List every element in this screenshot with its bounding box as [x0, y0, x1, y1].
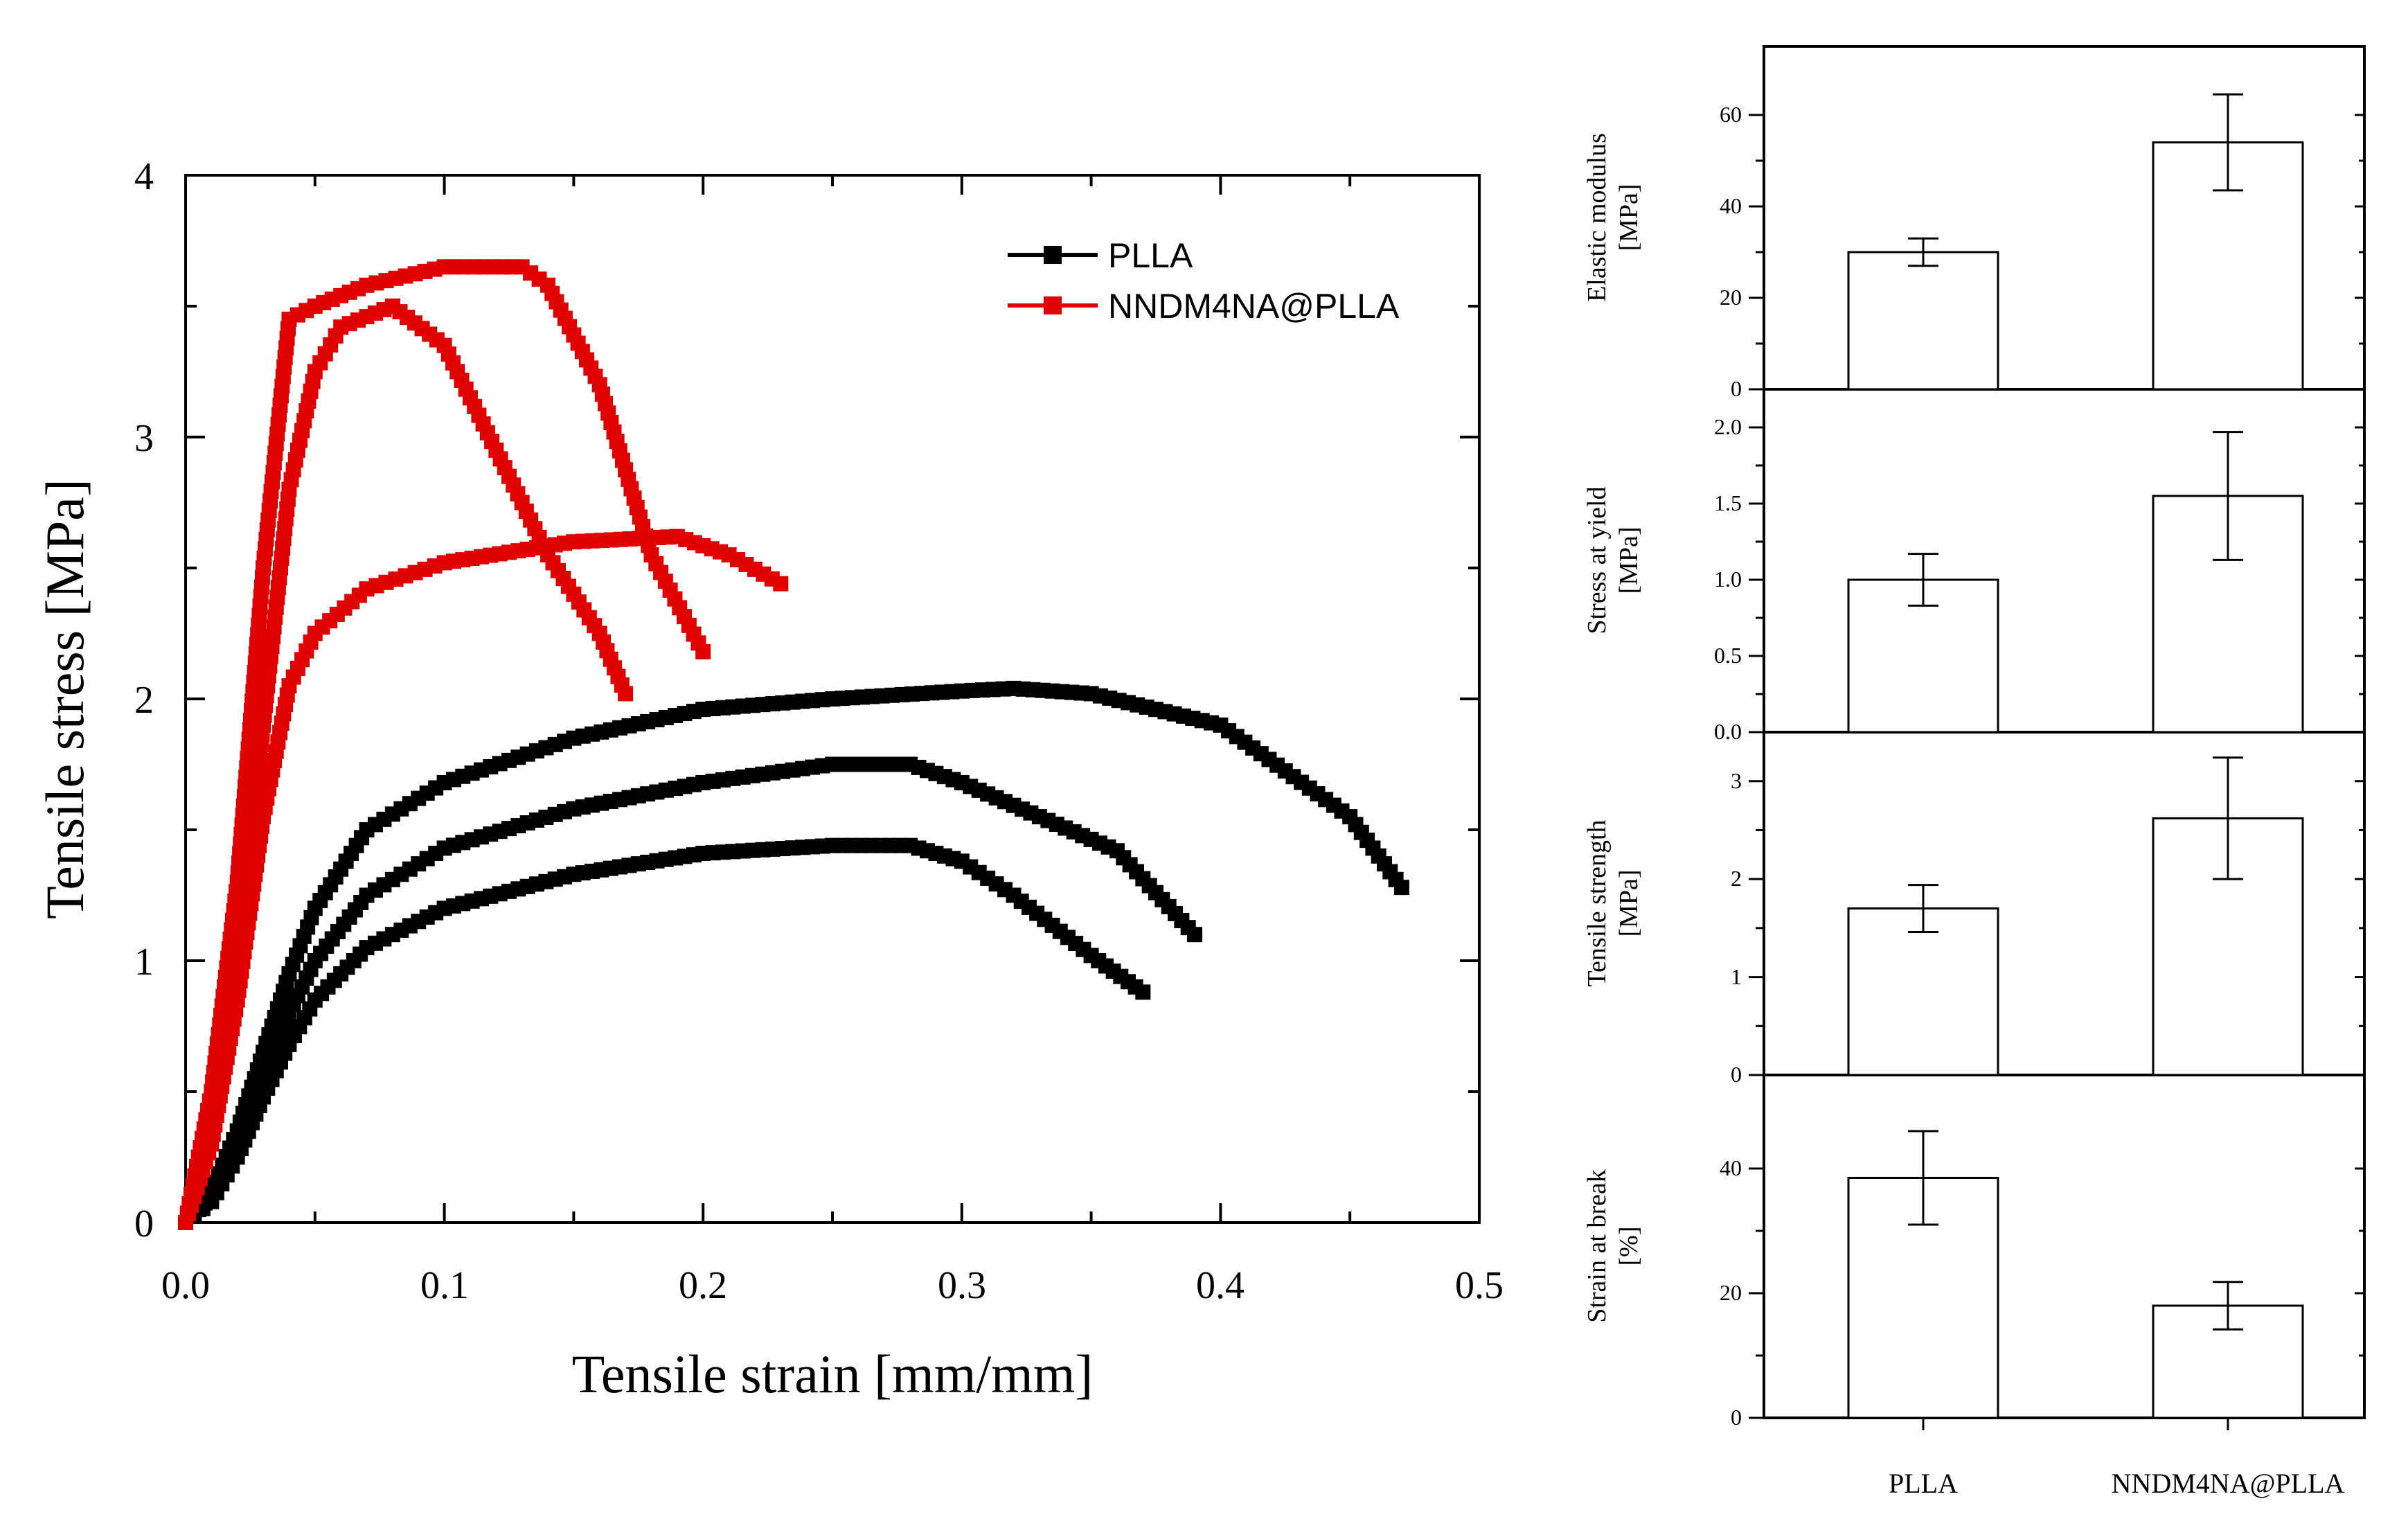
- x-tick-label: 0.1: [420, 1264, 469, 1307]
- panel-ylabel-line2: [%]: [1614, 1227, 1643, 1266]
- series-nndm4na: [178, 299, 634, 1230]
- panel-tick-label: 40: [1720, 193, 1742, 218]
- property-bar-panels: 0 20 40 60 0.0 0.5 1.0 1.5 2.0 0 1 2 3 0…: [1582, 45, 2366, 1499]
- y-axis-title: Tensile stress [MPa]: [35, 479, 95, 919]
- x-axis-title: Tensile strain [mm/mm]: [572, 1344, 1094, 1404]
- series-plla: [178, 837, 1151, 1230]
- bar-panel-0: [1749, 93, 2364, 391]
- series-nndm4na: [178, 528, 789, 1230]
- panel-tick-label: 20: [1720, 285, 1742, 310]
- data-point: [1187, 927, 1203, 943]
- panel-tick-label: 20: [1720, 1280, 1742, 1305]
- bar-panel-frame: [1763, 1074, 2366, 1419]
- main-axis-ticks: [184, 174, 1481, 1224]
- data-point: [773, 576, 789, 592]
- panel-tick-label: 1.0: [1714, 567, 1742, 592]
- legend: PLLA NNDM4NA@PLLA: [1008, 236, 1400, 326]
- legend-marker-plla: [1044, 246, 1062, 264]
- panel-ylabel: Stress at yield [MPa]: [1582, 486, 1643, 634]
- panel-tick-label: 1.5: [1714, 490, 1742, 515]
- panel-tick-label: 3: [1731, 768, 1742, 793]
- y-tick-label: 3: [134, 417, 154, 460]
- bar: [1847, 251, 1999, 391]
- series-plla: [178, 680, 1409, 1230]
- bar: [1847, 907, 1999, 1076]
- category-label: PLLA: [1889, 1468, 1958, 1499]
- panel-tick-label: 0: [1731, 1405, 1742, 1430]
- x-tick-label: 0.5: [1455, 1264, 1504, 1307]
- panel-ylabel: Elastic modulus [MPa]: [1582, 133, 1643, 302]
- panel-tick-label: 0.0: [1714, 719, 1742, 744]
- data-point: [618, 686, 634, 702]
- data-point: [1393, 880, 1409, 896]
- panel-tick-label: 40: [1720, 1155, 1742, 1180]
- panel-ylabel-line1: Elastic modulus: [1582, 133, 1612, 302]
- x-tick-label: 0.3: [938, 1264, 986, 1307]
- y-tick-label: 4: [134, 155, 154, 198]
- panel-ylabel-line1: Strain at break: [1582, 1169, 1612, 1323]
- panel-ylabel-line2: [MPa]: [1614, 184, 1643, 251]
- main-series-group: [178, 259, 1409, 1230]
- panel-ylabel-line2: [MPa]: [1614, 526, 1643, 594]
- panel-tick-label: 2: [1731, 866, 1742, 891]
- data-point: [695, 643, 711, 659]
- panel-tick-label: 0: [1731, 1062, 1742, 1087]
- series-plla: [178, 756, 1203, 1230]
- legend-label-nndm4na: NNDM4NA@PLLA: [1108, 287, 1400, 326]
- bar-marks-group: [1749, 93, 2364, 1430]
- bar-panel-1: [1749, 426, 2364, 734]
- data-point: [1135, 984, 1151, 1000]
- panel-tick-label: 0.5: [1714, 643, 1742, 668]
- legend-label-plla: PLLA: [1108, 236, 1193, 275]
- panel-ylabel-line1: Tensile strength: [1582, 819, 1612, 986]
- panel-tick-label: 1: [1731, 964, 1742, 989]
- panel-tick-label: 60: [1720, 102, 1742, 127]
- panel-ylabel: Tensile strength [MPa]: [1582, 819, 1643, 986]
- bar-panel-3: [1749, 1130, 2364, 1430]
- x-tick-label: 0.2: [679, 1264, 727, 1307]
- panel-ylabel-line2: [MPa]: [1614, 869, 1643, 936]
- legend-marker-nndm4na: [1044, 296, 1062, 314]
- y-tick-label: 2: [134, 679, 154, 722]
- x-tick-label: 0.4: [1196, 1264, 1245, 1307]
- series-line: [184, 844, 1144, 1224]
- y-tick-label: 0: [134, 1202, 154, 1245]
- x-tick-label: 0.0: [161, 1264, 210, 1307]
- category-label: NNDM4NA@PLLA: [2112, 1468, 2345, 1499]
- panel-tick-label: 0: [1731, 376, 1742, 401]
- panel-tick-label: 2.0: [1714, 414, 1742, 439]
- panel-ylabel: Strain at break [%]: [1582, 1169, 1643, 1323]
- y-tick-label: 1: [134, 941, 154, 984]
- tensile-curve-chart: 0.0 0.1 0.2 0.3 0.4 0.5 0 1 2 3 4 Tensil…: [35, 155, 1504, 1404]
- series-line: [184, 763, 1196, 1224]
- panel-ylabel-line1: Stress at yield: [1582, 486, 1612, 634]
- bar-panel-2: [1749, 756, 2364, 1076]
